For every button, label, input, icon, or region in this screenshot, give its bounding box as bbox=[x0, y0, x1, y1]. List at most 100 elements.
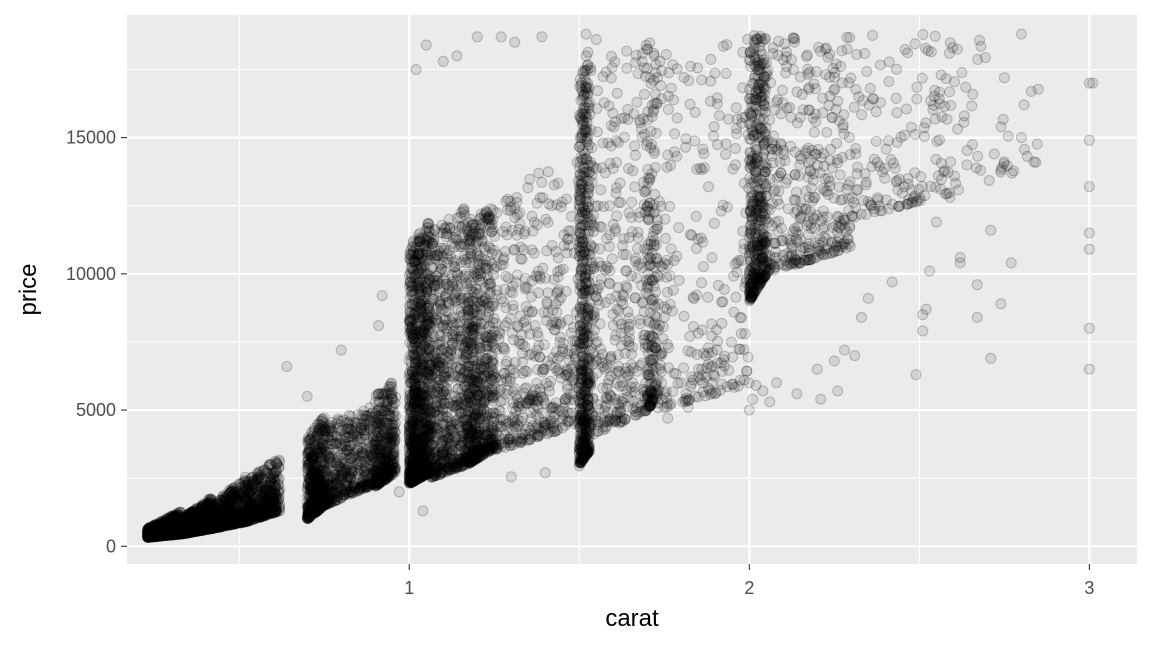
data-point bbox=[142, 531, 154, 543]
data-point bbox=[172, 522, 184, 534]
data-point bbox=[343, 452, 355, 464]
data-point bbox=[144, 530, 156, 542]
data-point bbox=[264, 476, 276, 488]
data-point bbox=[167, 513, 179, 525]
data-point bbox=[167, 522, 179, 534]
data-point bbox=[172, 528, 184, 540]
data-point bbox=[157, 527, 169, 538]
data-point bbox=[165, 522, 177, 534]
plot-panel bbox=[127, 15, 1137, 564]
data-point bbox=[410, 279, 422, 291]
data-point bbox=[157, 521, 169, 533]
data-point bbox=[172, 525, 184, 537]
data-point bbox=[323, 464, 335, 476]
data-point bbox=[407, 461, 419, 473]
data-point bbox=[145, 531, 157, 542]
data-point bbox=[175, 525, 187, 537]
data-point bbox=[172, 525, 183, 537]
data-point bbox=[154, 529, 166, 540]
data-point bbox=[160, 514, 172, 526]
data-point bbox=[143, 524, 155, 536]
data-point bbox=[343, 409, 355, 421]
data-point bbox=[337, 484, 349, 496]
data-point bbox=[145, 523, 157, 535]
data-point bbox=[163, 526, 175, 537]
data-point bbox=[207, 503, 219, 515]
data-point bbox=[142, 526, 154, 538]
data-point bbox=[152, 518, 163, 530]
data-point bbox=[160, 529, 172, 541]
data-point bbox=[145, 526, 156, 538]
data-point bbox=[414, 449, 426, 461]
data-point bbox=[307, 506, 319, 518]
data-point bbox=[169, 526, 181, 538]
data-point bbox=[168, 512, 180, 524]
data-point bbox=[149, 524, 161, 536]
data-point bbox=[147, 525, 159, 537]
data-point bbox=[159, 519, 171, 531]
data-point bbox=[142, 525, 154, 537]
data-point bbox=[158, 527, 170, 538]
data-point bbox=[153, 521, 165, 533]
data-point bbox=[144, 524, 156, 536]
data-point bbox=[403, 316, 415, 328]
data-point bbox=[149, 520, 161, 532]
data-point bbox=[174, 507, 186, 519]
data-point bbox=[414, 232, 426, 244]
data-point bbox=[158, 530, 170, 541]
data-point bbox=[151, 522, 163, 534]
data-point bbox=[151, 523, 163, 535]
data-point bbox=[144, 526, 156, 538]
data-point bbox=[172, 508, 184, 520]
data-point bbox=[322, 496, 334, 508]
data-point bbox=[142, 525, 154, 537]
data-point bbox=[408, 325, 420, 337]
data-point bbox=[163, 514, 175, 526]
data-point bbox=[175, 528, 187, 540]
data-point bbox=[143, 531, 155, 543]
data-point bbox=[274, 484, 286, 496]
data-point bbox=[153, 530, 165, 541]
data-point bbox=[154, 519, 166, 531]
data-point bbox=[174, 525, 186, 537]
data-point bbox=[375, 387, 387, 399]
data-point bbox=[260, 508, 272, 520]
data-point bbox=[331, 494, 343, 506]
data-point bbox=[168, 520, 180, 532]
data-point bbox=[175, 523, 187, 535]
data-point bbox=[412, 342, 424, 353]
data-point bbox=[149, 521, 161, 533]
data-point bbox=[146, 524, 158, 536]
data-point bbox=[269, 455, 281, 467]
data-point bbox=[383, 451, 395, 463]
data-point bbox=[310, 464, 322, 476]
data-point bbox=[325, 434, 337, 446]
data-point bbox=[145, 522, 157, 534]
data-point bbox=[158, 525, 169, 536]
data-point bbox=[168, 520, 180, 532]
data-point bbox=[161, 515, 173, 527]
data-point bbox=[154, 522, 166, 534]
data-point bbox=[405, 424, 417, 436]
data-point bbox=[166, 511, 178, 523]
data-point bbox=[151, 530, 163, 542]
data-point bbox=[153, 524, 165, 535]
data-point bbox=[171, 520, 183, 532]
data-point bbox=[359, 478, 371, 490]
data-point bbox=[175, 514, 186, 526]
data-point bbox=[158, 524, 170, 536]
data-point bbox=[160, 527, 172, 538]
data-point bbox=[156, 529, 168, 541]
data-point bbox=[174, 527, 186, 539]
data-point bbox=[145, 525, 156, 537]
data-point bbox=[149, 519, 161, 531]
data-point bbox=[160, 529, 172, 541]
data-point bbox=[166, 528, 178, 540]
data-point bbox=[245, 495, 257, 507]
data-point bbox=[258, 464, 270, 476]
data-point bbox=[148, 524, 160, 536]
data-point bbox=[155, 524, 167, 536]
data-point bbox=[158, 525, 170, 537]
data-point bbox=[155, 526, 167, 538]
